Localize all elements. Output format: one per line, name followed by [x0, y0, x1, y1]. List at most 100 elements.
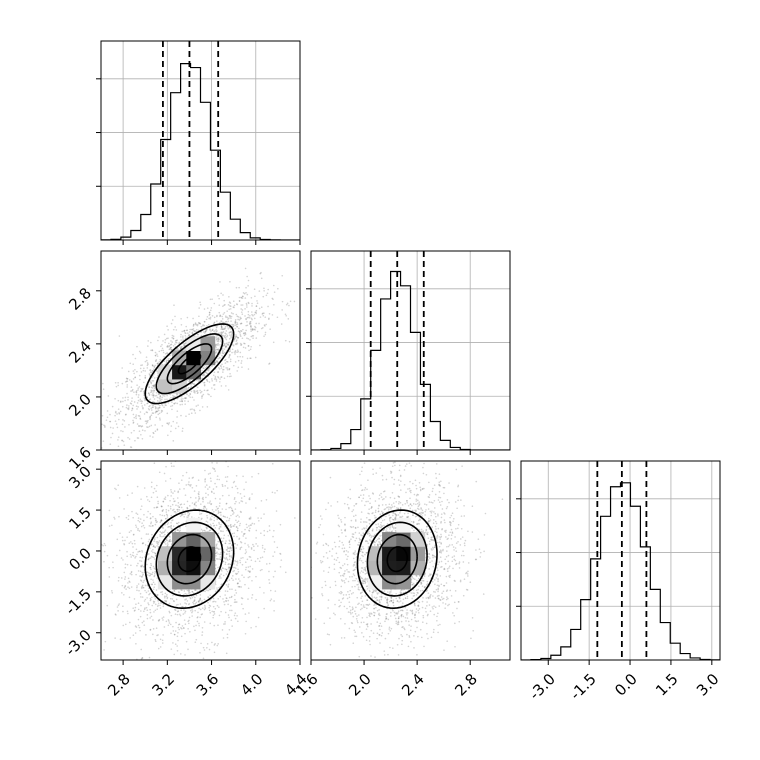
scatter-point — [411, 575, 413, 578]
scatter-point — [218, 368, 221, 370]
scatter-point — [145, 420, 148, 422]
histogram-1 — [311, 270, 510, 450]
scatter-point — [218, 528, 221, 530]
scatter-point — [228, 550, 230, 553]
scatter-point — [211, 378, 213, 380]
scatter-point — [135, 389, 138, 392]
scatter-point — [228, 616, 230, 619]
scatter-point — [411, 612, 414, 614]
scatter-point — [241, 500, 244, 503]
scatter-point — [240, 603, 243, 605]
scatter-point — [222, 371, 224, 373]
scatter-point — [229, 305, 231, 307]
scatter-point — [241, 366, 243, 368]
scatter-point — [154, 570, 156, 573]
scatter-point — [214, 375, 217, 378]
scatter-point — [173, 511, 176, 513]
scatter-point — [176, 645, 178, 647]
scatter-point — [360, 603, 363, 606]
scatter-point — [189, 496, 192, 499]
scatter-point — [195, 624, 197, 627]
scatter-point — [215, 572, 218, 574]
scatter-point — [173, 304, 175, 307]
scatter-point — [163, 333, 166, 336]
scatter-point — [157, 393, 160, 396]
scatter-point — [178, 506, 181, 509]
scatter-point — [206, 379, 208, 381]
scatter-point — [164, 496, 167, 498]
scatter-point — [151, 370, 154, 372]
scatter-point — [138, 589, 140, 592]
scatter-point — [161, 410, 164, 412]
scatter-point — [191, 502, 194, 504]
scatter-point — [249, 323, 251, 325]
scatter-point — [438, 481, 441, 483]
scatter-point — [191, 332, 194, 334]
scatter-point — [149, 574, 152, 577]
scatter-point — [157, 619, 160, 622]
scatter-point — [201, 662, 203, 664]
scatter-point — [236, 582, 239, 585]
scatter-point — [151, 604, 154, 607]
scatter-point — [137, 608, 140, 611]
scatter-point — [173, 600, 175, 603]
scatter-point — [140, 610, 142, 612]
scatter-point — [233, 306, 235, 309]
scatter-point — [236, 349, 239, 351]
scatter-point — [449, 521, 451, 523]
scatter-point — [140, 371, 143, 373]
scatter-point — [146, 367, 149, 369]
scatter-point — [153, 387, 156, 390]
scatter-point — [171, 401, 173, 403]
scatter-point — [138, 430, 141, 432]
scatter-point — [220, 530, 223, 532]
scatter-point — [143, 624, 146, 626]
scatter-point — [205, 492, 207, 495]
scatter-point — [128, 580, 131, 583]
scatter-point — [232, 579, 234, 581]
scatter-point — [162, 531, 164, 533]
scatter-point — [155, 410, 157, 413]
scatter-point — [117, 399, 120, 402]
scatter-point — [157, 647, 160, 650]
scatter-point — [132, 419, 134, 422]
scatter-point — [158, 393, 161, 395]
scatter-point — [155, 506, 158, 509]
scatter-point — [177, 349, 180, 351]
panel-frame — [100, 40, 301, 241]
scatter-point — [225, 503, 228, 505]
scatter-point — [202, 498, 205, 501]
scatter-point — [446, 545, 448, 548]
scatter-point — [261, 313, 264, 315]
scatter-point — [165, 595, 168, 598]
scatter-point — [178, 341, 181, 344]
scatter-point — [56, 449, 58, 451]
scatter-point — [211, 491, 213, 493]
scatter-point — [154, 430, 157, 433]
scatter-point — [177, 626, 180, 629]
scatter-point — [129, 572, 132, 575]
scatter-point — [103, 649, 105, 651]
scatter-point — [362, 580, 364, 582]
scatter-point — [108, 576, 111, 578]
scatter-point — [400, 516, 403, 518]
scatter-point — [114, 613, 117, 615]
scatter-point — [193, 503, 196, 506]
scatter-point — [198, 497, 201, 500]
scatter-point — [229, 529, 232, 531]
scatter-point — [149, 517, 152, 520]
scatter-point — [219, 357, 221, 359]
scatter-point — [330, 505, 332, 507]
scatter-point — [219, 315, 222, 317]
scatter-point — [111, 405, 114, 408]
scatter-point — [154, 609, 157, 612]
scatter-point — [143, 398, 146, 400]
scatter-point — [211, 515, 213, 517]
scatter-point — [324, 584, 327, 587]
scatter-point — [247, 285, 249, 287]
scatter-point — [432, 607, 434, 610]
scatter-point — [243, 576, 245, 579]
scatter-point — [361, 632, 363, 634]
scatter-point — [135, 603, 137, 606]
scatter-point — [148, 399, 151, 401]
